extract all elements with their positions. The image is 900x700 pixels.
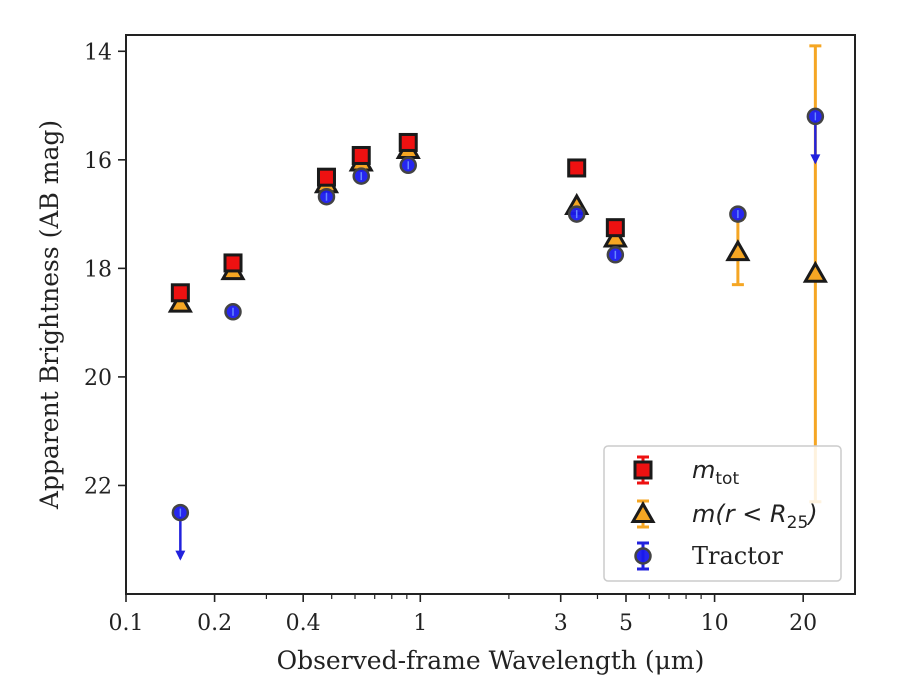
y-tick-label: 16 — [84, 149, 112, 174]
y-tick-label: 14 — [84, 40, 112, 65]
x-tick-label: 0.2 — [197, 611, 232, 636]
x-tick-label: 1 — [413, 611, 427, 636]
data-point-square — [398, 132, 418, 152]
legend: mtot m(r < R25) Tractor — [603, 445, 842, 582]
y-tick-label: 18 — [84, 257, 112, 282]
x-tick-label: 10 — [701, 611, 729, 636]
x-axis-label: Observed-frame Wavelength (μm) — [277, 646, 705, 675]
data-point-square — [567, 158, 587, 178]
x-tick-label: 0.4 — [286, 611, 321, 636]
upper-limit-arrow-head — [810, 154, 821, 165]
data-point-square — [351, 145, 371, 165]
series-circle — [171, 107, 825, 561]
legend-marker-triangle — [630, 500, 656, 523]
series-square — [170, 132, 625, 303]
x-tick-label: 5 — [619, 611, 633, 636]
data-point-square — [170, 283, 190, 303]
data-point-triangle — [802, 260, 828, 283]
axes-frame — [125, 34, 856, 595]
upper-limit-arrow-head — [175, 550, 186, 561]
y-axis-label: Apparent Brightness (AB mag) — [35, 120, 64, 510]
legend-label: mtot — [692, 456, 739, 489]
data-point-square — [605, 218, 625, 238]
data-point-triangle — [602, 225, 628, 248]
plot-layer — [167, 44, 828, 561]
x-tick-label: 0.1 — [109, 611, 144, 636]
legend-label: Tractor — [692, 542, 783, 570]
legend-box — [603, 445, 842, 582]
y-tick-label: 20 — [84, 366, 112, 391]
legend-marker-square — [633, 460, 653, 480]
ticks-layer: 0.1 0.2 0.4 1 3 5 10 20 14 16 18 20 22 — [84, 40, 817, 636]
data-point-square — [316, 167, 336, 187]
data-point-square — [223, 253, 243, 273]
legend-marker-circle — [634, 547, 652, 565]
x-tick-label: 3 — [554, 611, 568, 636]
y-tick-label: 22 — [84, 474, 112, 499]
data-point-triangle — [167, 290, 193, 313]
data-point-triangle — [725, 239, 751, 262]
legend-label: m(r < R25) — [692, 500, 818, 533]
x-tick-label: 20 — [789, 611, 817, 636]
